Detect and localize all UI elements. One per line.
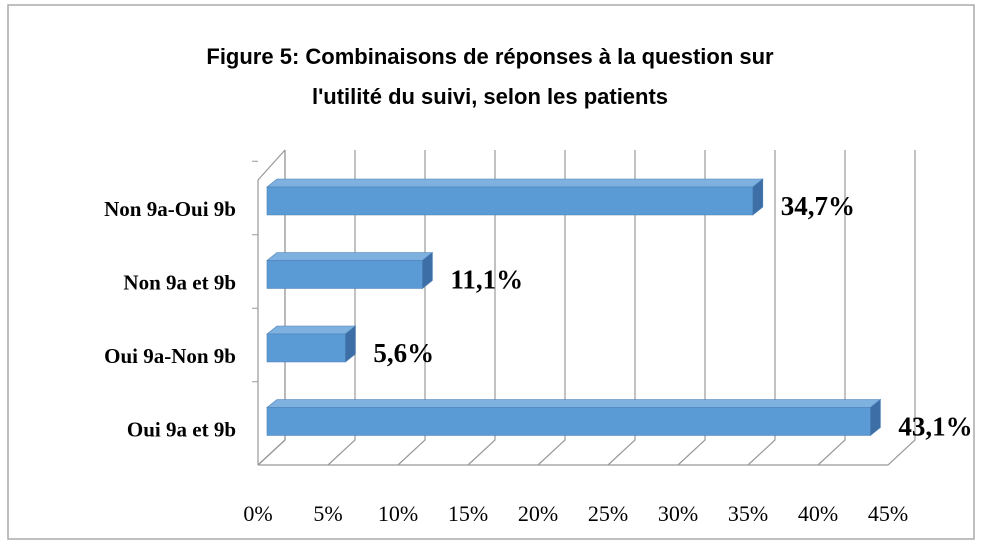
grid-line <box>607 150 636 466</box>
grid-line <box>677 150 706 466</box>
data-label: 43,1% <box>898 412 972 442</box>
grid-line <box>817 150 846 466</box>
x-tick-label: 35% <box>728 501 768 526</box>
grid-line <box>887 150 916 466</box>
y-tick-label: Oui 9a-Non 9b <box>104 344 236 368</box>
grid-line <box>467 150 496 466</box>
bar <box>266 178 764 216</box>
x-tick-label: 10% <box>378 501 418 526</box>
x-tick-label: 30% <box>658 501 698 526</box>
y-tick-label: Oui 9a et 9b <box>127 417 236 441</box>
grid-line <box>327 150 356 466</box>
data-label: 34,7% <box>781 191 855 221</box>
bar <box>266 398 882 437</box>
bar-top <box>266 178 764 188</box>
chart-title: Figure 5: Combinaisons de réponses à la … <box>206 44 774 69</box>
grid-line <box>747 150 776 466</box>
chart-subtitle: l'utilité du suivi, selon les patients <box>312 84 668 109</box>
data-label: 5,6% <box>373 338 434 368</box>
x-tick-label: 25% <box>588 501 628 526</box>
bar <box>266 325 357 363</box>
bar-front <box>266 186 754 216</box>
bar-front <box>266 333 346 363</box>
y-tick-label: Non 9a-Oui 9b <box>104 197 236 221</box>
x-tick-label: 40% <box>798 501 838 526</box>
y-tick-label: Non 9a et 9b <box>123 270 236 294</box>
left-wall-top <box>257 149 286 181</box>
grid-line <box>397 150 426 466</box>
x-tick-label: 45% <box>868 501 908 526</box>
bar-top <box>266 325 357 335</box>
data-label: 11,1% <box>450 265 523 295</box>
x-tick-label: 0% <box>243 501 272 526</box>
bar-front <box>266 407 871 436</box>
x-tick-label: 5% <box>313 501 342 526</box>
grid-line <box>257 150 286 466</box>
bar-front <box>266 260 423 289</box>
chart-frame <box>7 4 975 540</box>
bar-top <box>266 399 882 408</box>
bar-top <box>266 252 434 261</box>
bar <box>266 251 434 290</box>
grid-line <box>537 150 566 466</box>
x-tick-label: 20% <box>518 501 558 526</box>
x-tick-label: 15% <box>448 501 488 526</box>
